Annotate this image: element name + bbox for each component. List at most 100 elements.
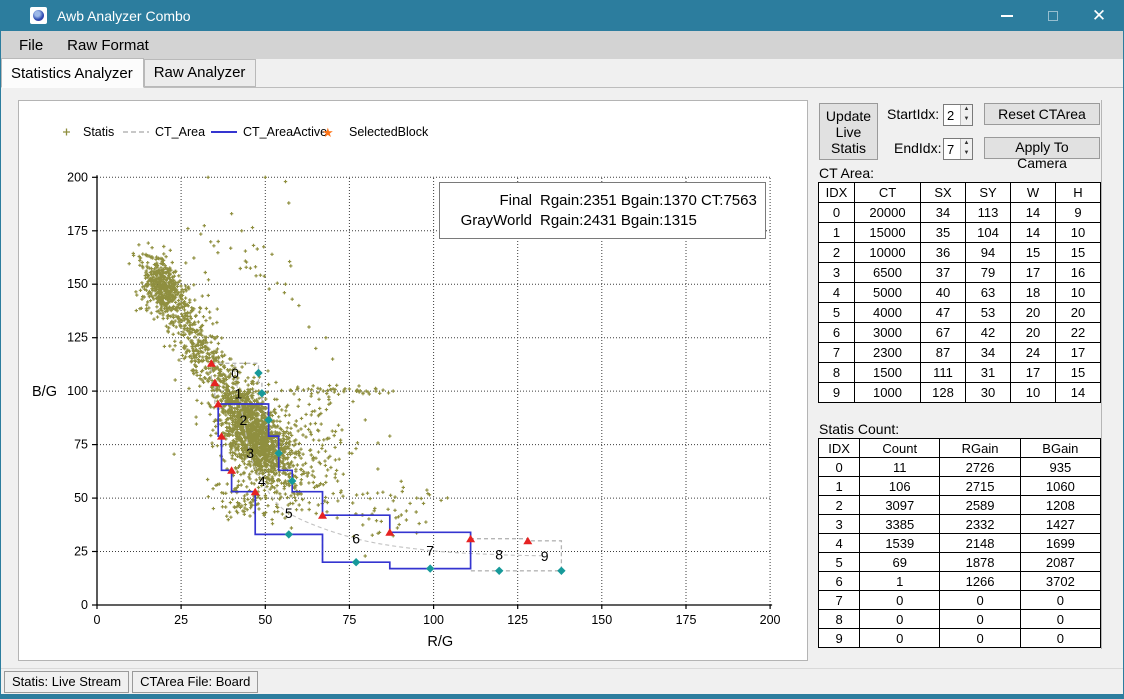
update-live-statis-button[interactable]: Update Live Statis [819, 103, 878, 160]
tab-raw-analyzer[interactable]: Raw Analyzer [144, 59, 257, 87]
y-axis-title: B/G [32, 384, 57, 400]
table-cell[interactable]: 2 [819, 243, 855, 263]
table-row[interactable]: 7230087342417 [819, 343, 1101, 363]
table-cell[interactable]: 113 [966, 203, 1011, 223]
table-cell[interactable]: 6 [819, 323, 855, 343]
menu-raw-format[interactable]: Raw Format [55, 31, 161, 59]
table-cell[interactable]: 10 [1056, 283, 1101, 303]
table-cell[interactable]: 63 [966, 283, 1011, 303]
table-cell[interactable]: 4000 [855, 303, 921, 323]
table-row[interactable]: 02000034113149 [819, 203, 1101, 223]
table-cell[interactable]: 3000 [855, 323, 921, 343]
maximize-button[interactable] [1030, 0, 1076, 31]
table-cell[interactable]: 8 [819, 363, 855, 383]
table-cell[interactable]: 67 [921, 323, 966, 343]
table-cell[interactable]: 15000 [855, 223, 921, 243]
box-resize-handle-icon[interactable] [352, 558, 360, 566]
table-cell[interactable]: 79 [966, 263, 1011, 283]
table-row[interactable]: 91000128301014 [819, 383, 1101, 403]
table-cell[interactable]: 6500 [855, 263, 921, 283]
table-cell[interactable]: 20 [1011, 303, 1056, 323]
end-idx-value[interactable]: 7 [944, 139, 960, 159]
table-cell[interactable]: 31 [966, 363, 1011, 383]
table-cell[interactable]: 1500 [855, 363, 921, 383]
table-cell[interactable]: 30 [966, 383, 1011, 403]
end-idx-up-icon[interactable]: ▲ [961, 139, 972, 149]
table-cell[interactable]: 1000 [855, 383, 921, 403]
box-resize-handle-icon[interactable] [254, 369, 262, 377]
table-cell[interactable]: 16 [1056, 263, 1101, 283]
table-cell: 1266 [940, 572, 1020, 591]
table-cell[interactable]: 34 [966, 343, 1011, 363]
table-row[interactable]: 5400047532020 [819, 303, 1101, 323]
title-bar[interactable]: Awb Analyzer Combo ✕ [1, 0, 1123, 31]
table-cell[interactable]: 17 [1011, 363, 1056, 383]
table-cell[interactable]: 15 [1011, 243, 1056, 263]
table-cell[interactable]: 0 [819, 203, 855, 223]
menu-file[interactable]: File [7, 31, 55, 59]
table-cell[interactable]: 22 [1056, 323, 1101, 343]
start-idx-value[interactable]: 2 [944, 105, 960, 125]
table-cell[interactable]: 42 [966, 323, 1011, 343]
table-cell[interactable]: 94 [966, 243, 1011, 263]
table-cell: 2726 [940, 458, 1020, 477]
table-cell[interactable]: 47 [921, 303, 966, 323]
table-cell[interactable]: 15 [1056, 243, 1101, 263]
table-cell[interactable]: 24 [1011, 343, 1056, 363]
table-cell[interactable]: 14 [1011, 223, 1056, 243]
minimize-button[interactable] [984, 0, 1030, 31]
table-cell[interactable]: 35 [921, 223, 966, 243]
table-cell[interactable]: 9 [819, 383, 855, 403]
table-cell[interactable]: 10000 [855, 243, 921, 263]
table-cell[interactable]: 111 [921, 363, 966, 383]
table-cell[interactable]: 36 [921, 243, 966, 263]
table-cell[interactable]: 14 [1056, 383, 1101, 403]
table-cell[interactable]: 34 [921, 203, 966, 223]
table-cell[interactable]: 9 [1056, 203, 1101, 223]
table-row[interactable]: 4500040631810 [819, 283, 1101, 303]
table-cell[interactable]: 1 [819, 223, 855, 243]
table-row[interactable]: 21000036941515 [819, 243, 1101, 263]
table-row[interactable]: 81500111311715 [819, 363, 1101, 383]
table-row[interactable]: 6300067422022 [819, 323, 1101, 343]
end-idx-down-icon[interactable]: ▼ [961, 149, 972, 159]
box-resize-handle-icon[interactable] [557, 567, 565, 575]
table-cell[interactable]: 2300 [855, 343, 921, 363]
apply-to-camera-button[interactable]: Apply To Camera [984, 137, 1100, 159]
y-tick-label: 200 [67, 170, 88, 184]
table-row[interactable]: 3650037791716 [819, 263, 1101, 283]
table-row[interactable]: 115000351041410 [819, 223, 1101, 243]
table-cell[interactable]: 3 [819, 263, 855, 283]
table-cell[interactable]: 7 [819, 343, 855, 363]
start-idx-down-icon[interactable]: ▼ [961, 115, 972, 125]
table-cell[interactable]: 14 [1011, 203, 1056, 223]
table-cell[interactable]: 53 [966, 303, 1011, 323]
table-cell[interactable]: 20 [1056, 303, 1101, 323]
table-cell[interactable]: 104 [966, 223, 1011, 243]
table-cell[interactable]: 128 [921, 383, 966, 403]
window-bottom-edge [1, 694, 1123, 699]
tab-statistics-analyzer[interactable]: Statistics Analyzer [1, 58, 144, 88]
table-cell[interactable]: 87 [921, 343, 966, 363]
table-cell[interactable]: 17 [1011, 263, 1056, 283]
table-cell[interactable]: 17 [1056, 343, 1101, 363]
table-cell[interactable]: 20000 [855, 203, 921, 223]
box-resize-handle-icon[interactable] [495, 567, 503, 575]
table-cell[interactable]: 5 [819, 303, 855, 323]
legend-statis-marker-icon [63, 129, 70, 136]
table-cell[interactable]: 4 [819, 283, 855, 303]
end-idx-spinner[interactable]: 7 ▲▼ [943, 138, 973, 160]
table-cell[interactable]: 37 [921, 263, 966, 283]
table-cell[interactable]: 18 [1011, 283, 1056, 303]
reset-ctarea-button[interactable]: Reset CTArea [984, 103, 1100, 125]
table-cell[interactable]: 5000 [855, 283, 921, 303]
table-cell[interactable]: 20 [1011, 323, 1056, 343]
box-resize-handle-icon[interactable] [285, 530, 293, 538]
table-cell[interactable]: 15 [1056, 363, 1101, 383]
close-button[interactable]: ✕ [1076, 0, 1122, 31]
start-idx-up-icon[interactable]: ▲ [961, 105, 972, 115]
table-cell[interactable]: 40 [921, 283, 966, 303]
table-cell[interactable]: 10 [1056, 223, 1101, 243]
start-idx-spinner[interactable]: 2 ▲▼ [943, 104, 973, 126]
table-cell[interactable]: 10 [1011, 383, 1056, 403]
